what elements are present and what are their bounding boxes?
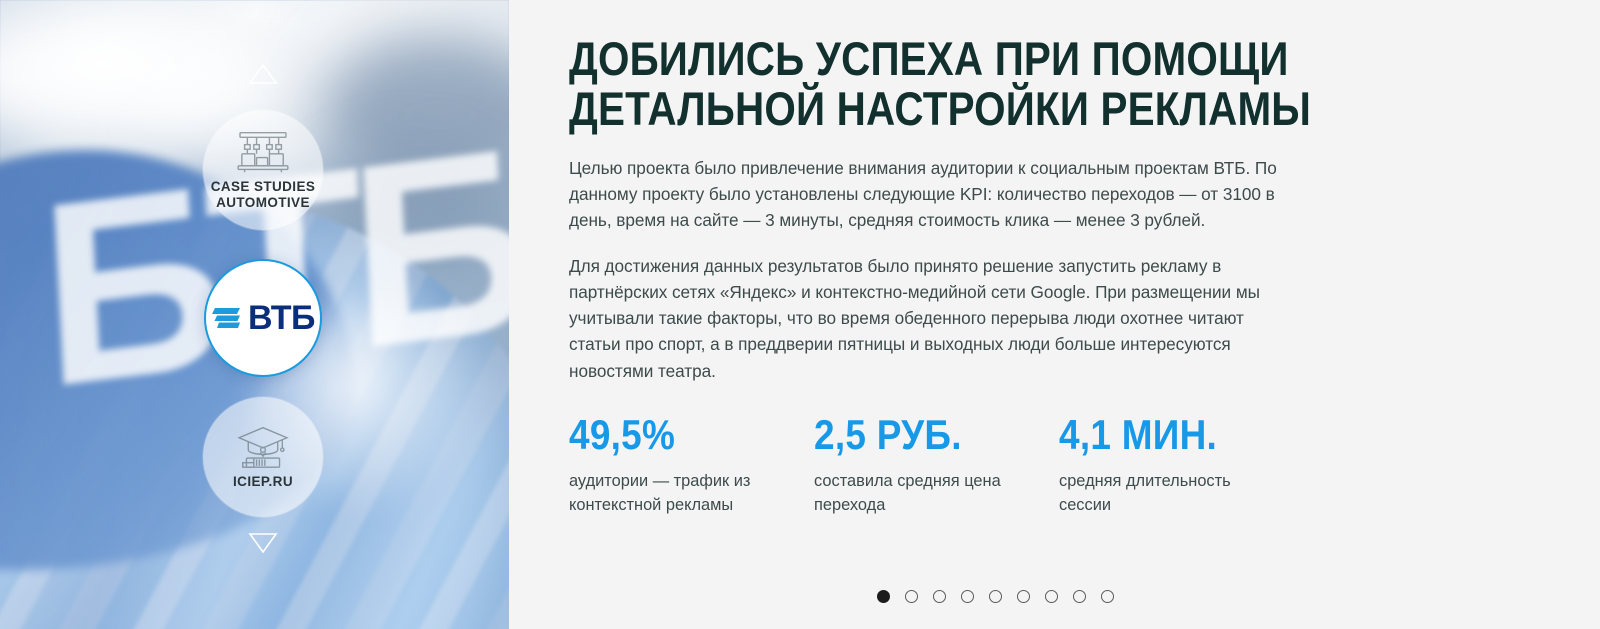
- vtb-wordmark: ВТБ: [248, 299, 315, 337]
- kpi-caption: составила средняя цена перехода: [814, 472, 1001, 515]
- kpi-value: 2,5 РУБ.: [814, 411, 962, 459]
- circle-navigation: CASE STUDIES AUTOMOTIVE ВТБ: [0, 0, 509, 629]
- kpi-caption: аудитории — трафик из контекстной реклам…: [569, 472, 751, 515]
- content-panel: ДОБИЛИСЬ УСПЕХА ПРИ ПОМОЩИ ДЕТАЛЬНОЙ НАС…: [509, 0, 1600, 629]
- kpi-caption: средняя длительность сессии: [1059, 472, 1231, 515]
- pagination-dot[interactable]: [989, 590, 1002, 603]
- paragraph-approach: Для достижения данных результатов было п…: [569, 255, 1260, 381]
- media-panel: БТБ: [0, 0, 509, 629]
- pagination-dots[interactable]: [877, 590, 1114, 603]
- page-title: ДОБИЛИСЬ УСПЕХА ПРИ ПОМОЩИ ДЕТАЛЬНОЙ НАС…: [569, 32, 1312, 136]
- pagination-dot[interactable]: [905, 590, 918, 603]
- scroll-down-arrow-icon[interactable]: [247, 531, 279, 555]
- vtb-logo-icon: ВТБ: [211, 301, 315, 335]
- nav-item-case-studies-automotive[interactable]: CASE STUDIES AUTOMOTIVE: [203, 110, 323, 230]
- nav-item-label: ICIEP.RU: [233, 474, 293, 490]
- pagination-dot[interactable]: [1101, 590, 1114, 603]
- nav-item-vtb[interactable]: ВТБ: [204, 259, 322, 377]
- kpi-average-session-length: 4,1 МИН. средняя длительность сессии: [1059, 414, 1304, 518]
- kpi-row: 49,5% аудитории — трафик из контекстной …: [569, 414, 1540, 518]
- pagination-dot[interactable]: [1073, 590, 1086, 603]
- cloud-shadow: [319, 30, 509, 200]
- pagination-dot[interactable]: [877, 590, 890, 603]
- assembly-line-icon: [235, 129, 291, 175]
- pagination-dot[interactable]: [1017, 590, 1030, 603]
- pagination-dot[interactable]: [1045, 590, 1058, 603]
- paragraph-goal: Целью проекта было привлечение внимания …: [569, 157, 1277, 231]
- nav-item-label: CASE STUDIES AUTOMOTIVE: [210, 179, 316, 210]
- vtb-bars-icon: [211, 303, 242, 333]
- pagination-dot[interactable]: [933, 590, 946, 603]
- kpi-value: 49,5%: [569, 411, 676, 459]
- pagination-dot[interactable]: [961, 590, 974, 603]
- graduation-cap-diploma-icon: [235, 424, 291, 470]
- kpi-average-click-price: 2,5 РУБ. составила средняя цена перехода: [814, 414, 1059, 518]
- kpi-audience-share: 49,5% аудитории — трафик из контекстной …: [569, 414, 814, 518]
- nav-item-iciep-ru[interactable]: ICIEP.RU: [203, 397, 323, 517]
- scroll-up-arrow-icon[interactable]: [247, 62, 279, 86]
- kpi-value: 4,1 МИН.: [1059, 411, 1218, 459]
